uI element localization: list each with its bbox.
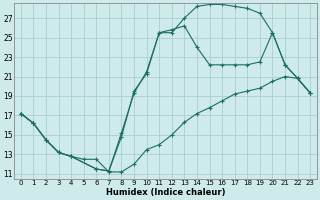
X-axis label: Humidex (Indice chaleur): Humidex (Indice chaleur) xyxy=(106,188,225,197)
